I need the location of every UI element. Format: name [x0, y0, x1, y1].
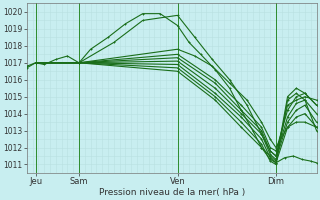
X-axis label: Pression niveau de la mer( hPa ): Pression niveau de la mer( hPa ): [99, 188, 245, 197]
